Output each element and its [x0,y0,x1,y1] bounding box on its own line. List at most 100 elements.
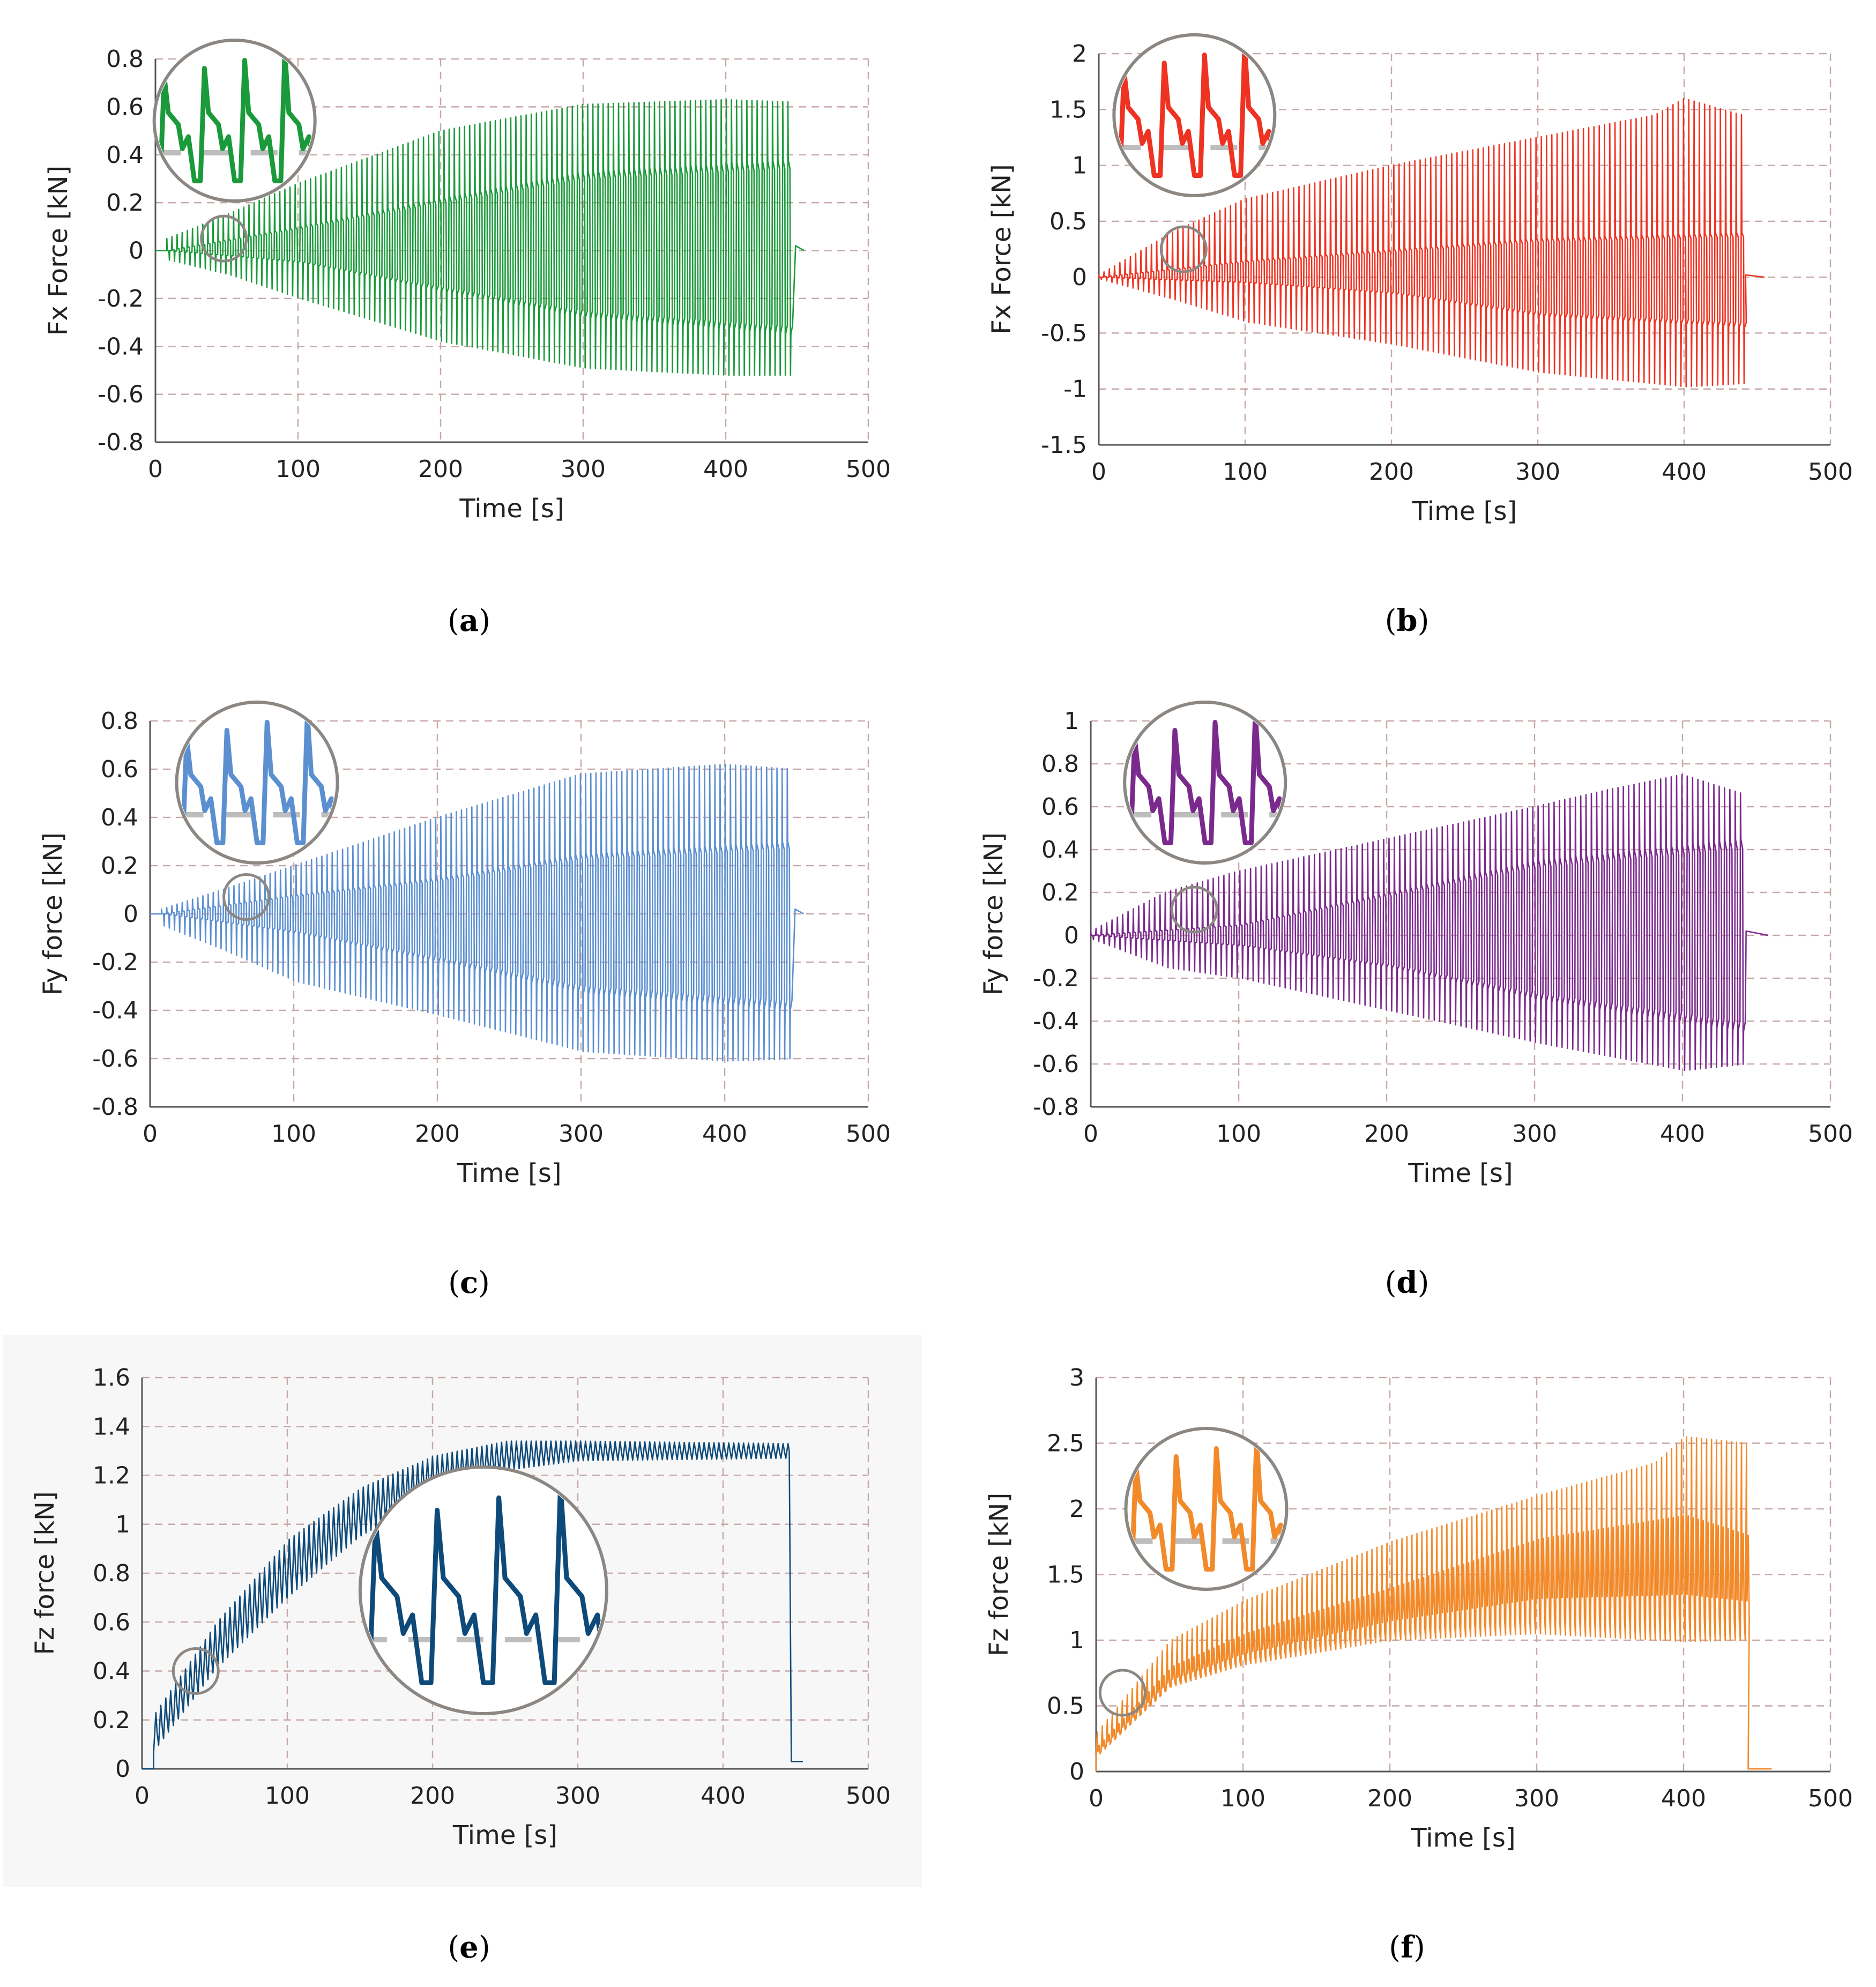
y-tick-label: 0.6 [106,93,144,121]
inset-focus-circle [1159,225,1208,273]
chart-panel-b: -1.5 -1 -0.5 0 0.5 1 1.5 2 0 100 200 300 400 500 Time … [938,0,1876,662]
chart-a-svg: -0.8 -0.6 -0.4 -0.2 0 0.2 0.4 0.6 0.8 0 100 200 300 4… [43,39,891,524]
y-tick-label: -0.2 [1033,965,1079,992]
y-tick-label: 0.2 [1041,879,1079,906]
chart-panel-d: -0.8 -0.6 -0.4 -0.2 0 0.2 0.4 0.6 0.8 1 0 100 200 300… [938,662,1876,1324]
x-tick-label: 100 [1223,458,1268,486]
x-tick-label: 300 [555,1782,600,1810]
y-tick-label: -0.4 [98,333,144,360]
inset-content [362,1483,605,1685]
y-tick-label: -0.6 [1033,1051,1079,1078]
y-tick-label: -0.2 [98,285,144,312]
chart-panel-a: -0.8 -0.6 -0.4 -0.2 0 0.2 0.4 0.6 0.8 0 100 200 300 4… [0,0,938,662]
y-tick-label: -0.4 [92,997,138,1024]
inset-magnifier [1123,701,1287,865]
x-tick-label: 0 [135,1782,150,1810]
x-tick-label: 0 [1091,458,1106,486]
inset-magnifier [1112,33,1277,197]
y-tick-label: 0.5 [1047,1693,1084,1720]
caption-f: (f) [1389,1930,1425,1965]
inset-focus-circle [172,1647,220,1695]
x-tick-label: 100 [276,456,321,483]
inset-focus-circle [1170,885,1218,934]
y-tick-label: 0.4 [106,142,144,169]
y-tick-label: -1.5 [1041,431,1087,459]
inset-content [178,712,336,845]
y-tick-label: -0.8 [92,1093,138,1121]
x-tick-label: 300 [561,456,606,483]
y-tick-label: 1.5 [1049,96,1087,123]
inset-magnifier [358,1465,608,1715]
x-tick-label: 200 [1369,458,1414,486]
y-tick-label: 1.6 [93,1364,130,1391]
y-tick-label: 2 [1072,40,1087,68]
y-tick-label: 2.5 [1047,1430,1084,1457]
chart-f-svg: 0 0.5 1 1.5 2 2.5 3 0 100 200 300 400 500 Time [s] Fz … [984,1364,1853,1853]
series-line [142,1440,803,1770]
y-tick-label: 0.4 [101,804,138,831]
y-tick-label: 2 [1069,1495,1084,1523]
y-tick-label: 1 [1064,708,1079,735]
inset-waveform [367,1483,605,1685]
y-axis-title: Fz force [kN] [30,1491,60,1655]
x-tick-label: 400 [1661,1785,1706,1812]
inset-magnifier [1124,1427,1289,1591]
x-tick-label: 400 [1660,1120,1705,1148]
inset-focus-circle [222,873,271,921]
x-axis-title: Time [s] [452,1820,557,1850]
chart-panel-e: 0 0.2 0.4 0.6 0.8 1 1.2 1.4 1.6 0 100 200 300 400 500 T… [0,1324,938,1986]
y-tick-label: 1 [1069,1627,1084,1654]
y-tick-label: 1.2 [93,1462,130,1490]
inset-content [156,50,313,183]
chart-d-svg: -0.8 -0.6 -0.4 -0.2 0 0.2 0.4 0.6 0.8 1 0 100 200 300… [979,701,1853,1188]
inset-waveform [180,712,336,845]
inset-content [1128,1438,1285,1572]
x-tick-label: 100 [1220,1785,1265,1812]
y-tick-label: 0.8 [106,46,144,73]
x-axis-title: Time [s] [1408,1158,1513,1188]
series-line [1098,98,1765,388]
y-tick-label: 0.6 [1041,793,1079,821]
caption-b: (b) [1384,603,1430,638]
y-tick-label: 0 [1072,264,1087,291]
x-tick-label: 200 [410,1782,455,1810]
y-tick-label: -0.8 [98,429,144,456]
x-tick-label: 100 [1216,1120,1261,1148]
chart-panel-c: -0.8 -0.6 -0.4 -0.2 0 0.2 0.4 0.6 0.8 0 100 200 300 4… [0,662,938,1324]
chart-b-svg: -1.5 -1 -0.5 0 0.5 1 1.5 2 0 100 200 300 400 500 Time … [987,33,1853,526]
y-tick-label: 0.8 [101,708,138,735]
x-tick-label: 200 [415,1120,460,1148]
y-tick-label: -0.6 [98,381,144,408]
y-tick-label: 0 [1069,1758,1084,1785]
x-tick-label: 400 [701,1782,746,1810]
y-tick-label: 0.6 [93,1609,130,1636]
x-tick-label: 200 [1364,1120,1409,1148]
y-axis-title: Fy force [kN] [979,832,1009,995]
y-tick-label: -0.6 [92,1045,138,1073]
y-tick-label: 0.2 [101,852,138,880]
x-tick-label: 500 [846,456,891,483]
x-tick-label: 100 [265,1782,310,1810]
x-axis-title: Time [s] [456,1158,561,1188]
y-axis-title: Fz force [kN] [984,1493,1014,1656]
chart-c-svg: -0.8 -0.6 -0.4 -0.2 0 0.2 0.4 0.6 0.8 0 100 200 300 4… [38,701,891,1188]
inset-focus-circle [200,214,248,263]
x-tick-label: 300 [1512,1120,1557,1148]
x-axis-title: Time [s] [1410,1823,1515,1853]
y-tick-label: -0.8 [1033,1093,1079,1121]
y-tick-label: 1.4 [93,1413,130,1440]
y-tick-label: 0.5 [1049,208,1087,235]
y-tick-label: -1 [1063,376,1087,403]
y-axis-title: Fx Force [kN] [987,164,1017,334]
series-line [1095,1436,1772,1772]
inset-waveform [158,50,313,183]
x-tick-label: 300 [1515,458,1560,486]
x-tick-label: 500 [846,1782,891,1810]
y-axis-title: Fy force [kN] [38,832,68,995]
x-tick-label: 400 [702,1120,747,1148]
y-tick-label: 0 [115,1755,130,1783]
x-tick-label: 500 [1808,1785,1853,1812]
y-tick-label: 3 [1069,1364,1084,1391]
x-tick-label: 200 [418,456,463,483]
x-tick-label: 100 [271,1120,316,1148]
